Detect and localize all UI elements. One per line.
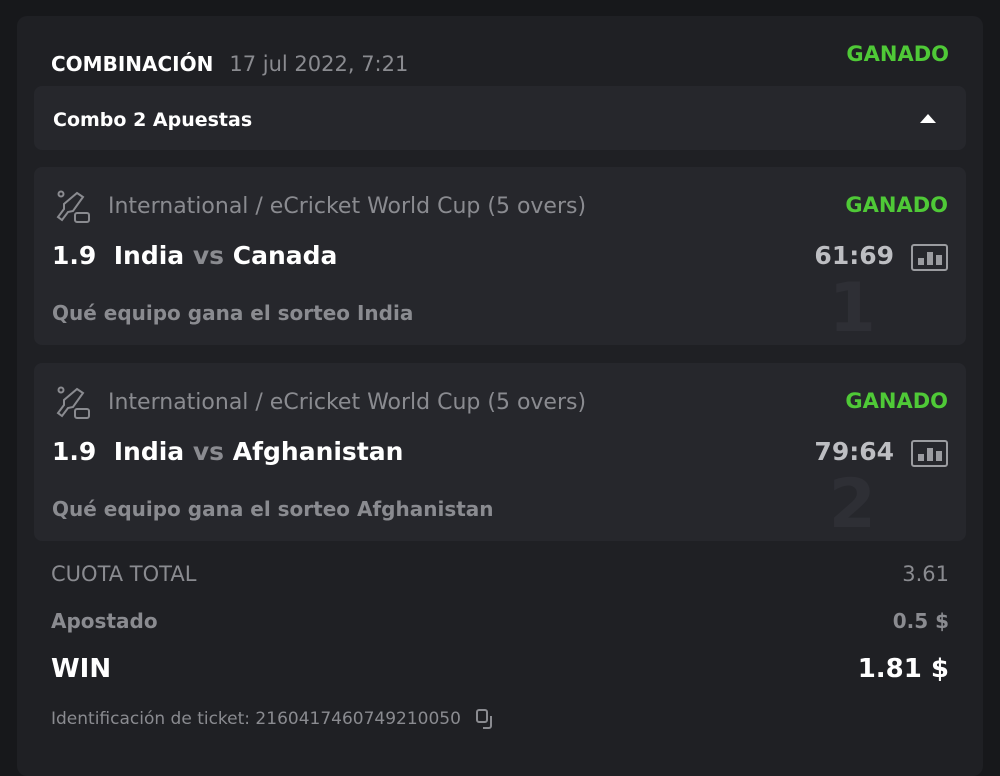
win-row: WIN 1.81 $ [51,654,949,684]
match-score: 61:69 [814,241,894,270]
stake-row: Apostado 0.5 $ [51,609,949,633]
bet-status: GANADO [845,389,948,413]
league-name: International / eCricket World Cup (5 ov… [108,390,587,415]
statistics-icon[interactable] [911,244,948,271]
total-odds-value: 3.61 [902,562,949,586]
vs-label: vs [192,241,225,270]
total-odds-row: CUOTA TOTAL 3.61 [51,562,949,586]
ecricket-icon [56,386,90,419]
match-score: 79:64 [814,437,894,466]
match-title[interactable]: 1.9 India vs Afghanistan [52,437,403,466]
bet-index: 1 [828,269,876,345]
ticket-id-label: Identificación de ticket: 21604174607492… [51,709,461,729]
bet-item: 1 International / eCricket World Cup (5 … [34,167,966,345]
stake-value: 0.5 $ [892,609,949,633]
combo-label: Combo 2 Apuestas [53,109,253,131]
bet-odds: 1.9 [52,437,97,466]
bet-ticket-card: COMBINACIÓN 17 jul 2022, 7:21 GANADO Com… [17,16,983,776]
away-team: Canada [232,241,338,270]
ticket-date: 17 jul 2022, 7:21 [229,52,409,76]
ticket-type: COMBINACIÓN [51,52,214,76]
statistics-icon[interactable] [911,440,948,467]
combo-toggle[interactable]: Combo 2 Apuestas [34,86,966,150]
league-name: International / eCricket World Cup (5 ov… [108,194,587,219]
stake-label: Apostado [51,609,158,633]
total-odds-label: CUOTA TOTAL [51,562,197,586]
ticket-header: COMBINACIÓN 17 jul 2022, 7:21 [51,52,408,76]
bet-status: GANADO [845,193,948,217]
home-team: India [113,437,185,466]
vs-label: vs [192,437,225,466]
bet-event: Qué equipo gana el sorteo India [52,301,414,325]
bet-index: 2 [828,465,876,541]
bet-event: Qué equipo gana el sorteo Afghanistan [52,497,494,521]
ecricket-icon [56,190,90,223]
bet-odds: 1.9 [52,241,97,270]
match-title[interactable]: 1.9 India vs Canada [52,241,337,270]
win-label: WIN [51,654,112,684]
win-value: 1.81 $ [857,654,949,684]
bet-item: 2 International / eCricket World Cup (5 … [34,363,966,541]
chevron-up-icon[interactable] [920,114,936,123]
away-team: Afghanistan [232,437,404,466]
home-team: India [113,241,185,270]
copy-icon[interactable] [475,708,495,730]
ticket-status: GANADO [846,42,949,66]
ticket-id: Identificación de ticket: 21604174607492… [51,708,495,730]
